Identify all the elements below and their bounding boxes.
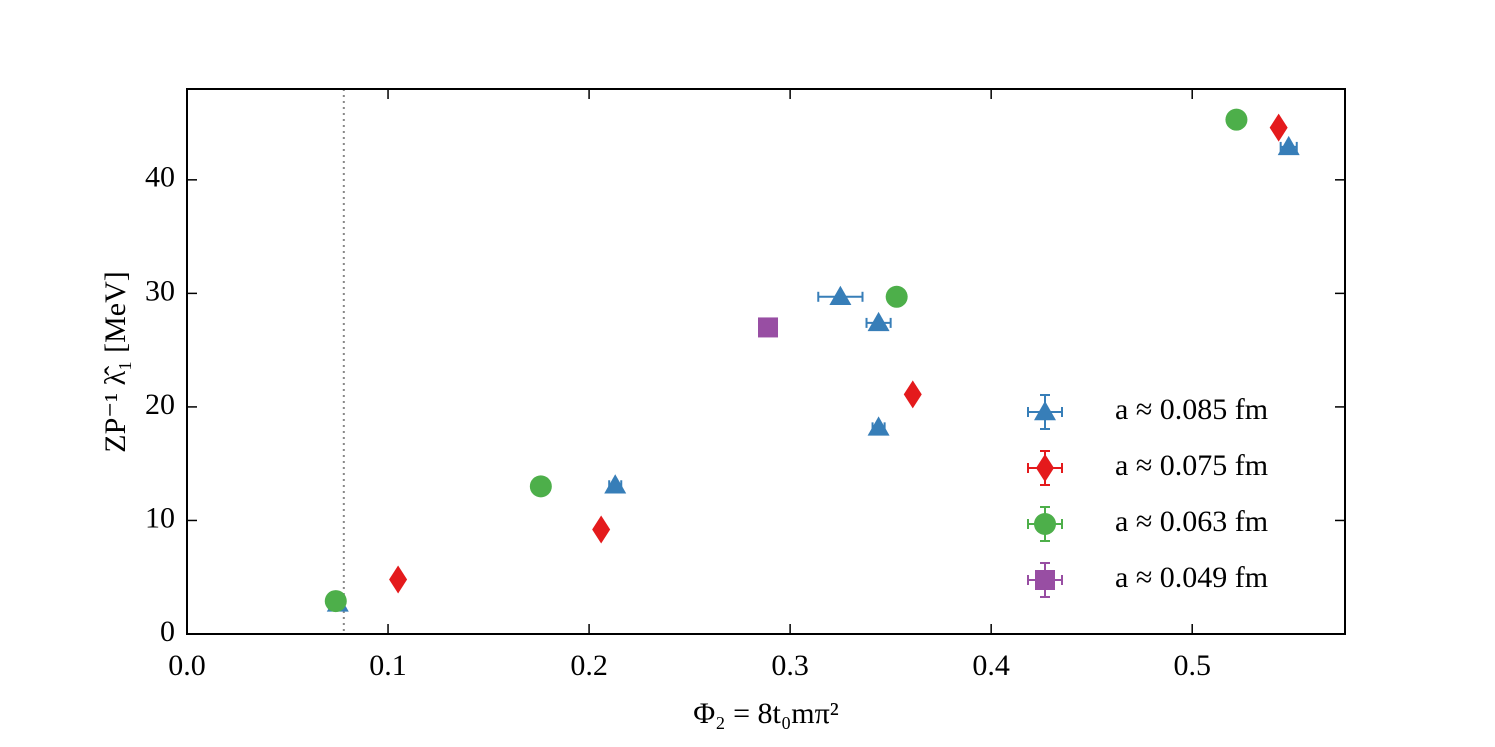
legend-label: a ≈ 0.075 fm	[1115, 449, 1268, 482]
y-tick-label: 20	[145, 388, 175, 421]
y-tick-label: 40	[145, 161, 175, 194]
x-axis-label: Φ₂ = 8t₀mπ²	[693, 697, 839, 730]
legend-entry: a ≈ 0.085 fm	[1027, 393, 1268, 430]
point	[389, 565, 408, 594]
x-tick-label: 0.5	[1173, 649, 1211, 682]
y-tick-label: 10	[145, 501, 175, 534]
legend-label: a ≈ 0.063 fm	[1115, 505, 1268, 538]
y-tick-label: 30	[145, 274, 175, 307]
point	[592, 515, 611, 544]
point	[324, 590, 347, 613]
legend-label: a ≈ 0.049 fm	[1115, 561, 1268, 594]
series	[324, 108, 1248, 613]
point	[1269, 113, 1288, 142]
x-tick-label: 0.2	[570, 649, 608, 682]
point	[529, 475, 552, 498]
legend-entry: a ≈ 0.049 fm	[1027, 561, 1268, 598]
point	[867, 416, 890, 436]
x-tick-label: 0.3	[771, 649, 809, 682]
series	[389, 113, 1288, 594]
legend-entry: a ≈ 0.075 fm	[1027, 449, 1268, 486]
point	[1225, 108, 1248, 131]
x-tick-label: 0.0	[168, 649, 206, 682]
y-tick-label: 0	[160, 615, 175, 648]
series	[758, 317, 779, 338]
point	[903, 380, 922, 409]
point	[604, 474, 627, 494]
legend-marker	[1034, 401, 1056, 421]
series	[326, 135, 1300, 612]
legend-marker	[1036, 454, 1054, 482]
point	[1277, 135, 1300, 156]
legend-marker	[1035, 570, 1055, 590]
y-axis-label: ZP⁻¹ λ̂₁ [MeV]	[99, 271, 132, 452]
plot-frame	[186, 88, 1346, 635]
point	[758, 317, 779, 338]
legend-label: a ≈ 0.085 fm	[1115, 393, 1268, 426]
point	[867, 311, 890, 332]
legend-entry: a ≈ 0.063 fm	[1027, 505, 1268, 542]
x-tick-label: 0.1	[369, 649, 407, 682]
legend-marker	[1034, 513, 1056, 535]
point	[829, 285, 852, 306]
point	[885, 285, 908, 308]
x-tick-label: 0.4	[972, 649, 1010, 682]
